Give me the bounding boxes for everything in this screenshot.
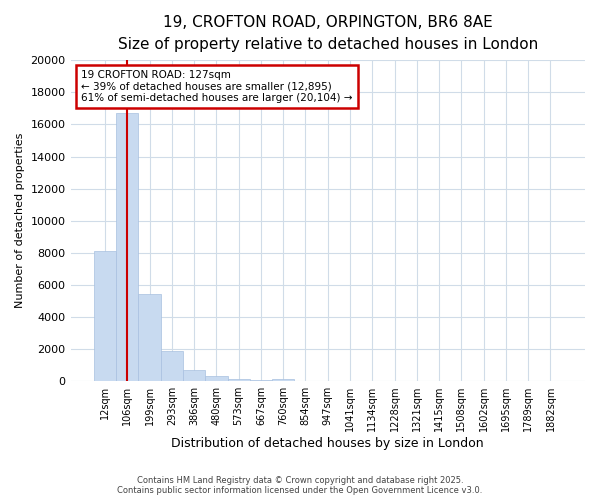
X-axis label: Distribution of detached houses by size in London: Distribution of detached houses by size … [172, 437, 484, 450]
Bar [94, 251, 116, 381]
Title: 19, CROFTON ROAD, ORPINGTON, BR6 8AE
Size of property relative to detached house: 19, CROFTON ROAD, ORPINGTON, BR6 8AE Siz… [118, 15, 538, 52]
Y-axis label: Number of detached properties: Number of detached properties [15, 133, 25, 308]
Bar [250, 380, 272, 381]
Bar [116, 113, 139, 381]
Bar [272, 379, 295, 381]
Bar [205, 376, 227, 381]
Bar [139, 294, 161, 381]
Text: Contains HM Land Registry data © Crown copyright and database right 2025.
Contai: Contains HM Land Registry data © Crown c… [118, 476, 482, 495]
Bar [183, 370, 205, 381]
Bar [227, 378, 250, 381]
Bar [161, 352, 183, 381]
Text: 19 CROFTON ROAD: 127sqm
← 39% of detached houses are smaller (12,895)
61% of sem: 19 CROFTON ROAD: 127sqm ← 39% of detache… [81, 70, 352, 103]
